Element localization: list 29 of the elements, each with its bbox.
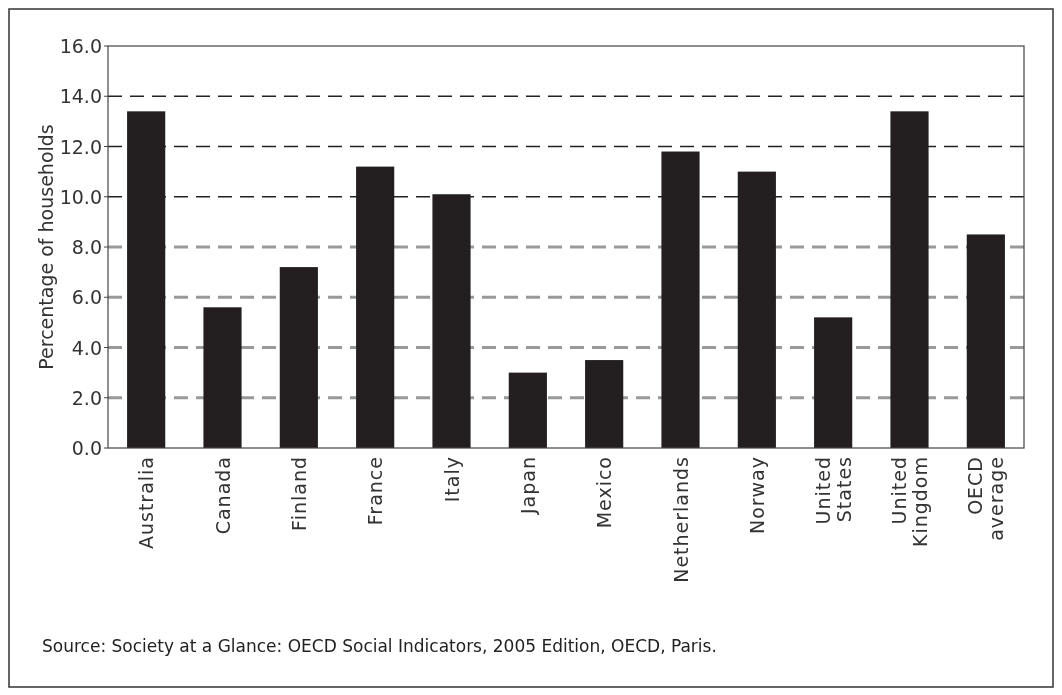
y-tick-label: 8.0 [71,236,102,258]
y-tick-label: 16.0 [59,35,102,57]
y-tick-label: 4.0 [71,336,102,359]
x-tick-label: France [364,456,387,526]
y-tick-label: 6.0 [71,286,102,309]
x-tick-label: Finland [287,456,310,531]
y-tick-label: 2.0 [71,386,102,409]
x-tick-label: Mexico [593,456,616,529]
x-tick-label: Japan [516,456,539,515]
y-tick-label: 10.0 [59,185,102,208]
y-tick-label: 12.0 [59,135,102,158]
x-tick-label: Australia [135,456,158,550]
bar [279,267,318,448]
x-tick-label: Italy [440,456,463,503]
y-axis-title: Percentage of households [35,124,57,370]
x-tick-label: United States [811,456,855,525]
x-tick-label: Canada [211,456,234,535]
x-tick-label: United Kingdom [888,456,931,548]
bar [203,307,242,448]
bar [966,234,1005,448]
x-tick-label: Norway [745,456,768,535]
y-tick-label: 0.0 [71,437,102,459]
bar [585,360,624,448]
x-tick-label: Netherlands [669,456,692,583]
source-note: Source: Society at a Glance: OECD Social Indicators, 2005 Edition, OECD, Paris. [42,636,717,656]
bar [508,372,547,448]
y-tick-label: 14.0 [59,85,102,108]
bar [814,317,853,448]
x-tick-label: OECD average [964,456,1008,541]
